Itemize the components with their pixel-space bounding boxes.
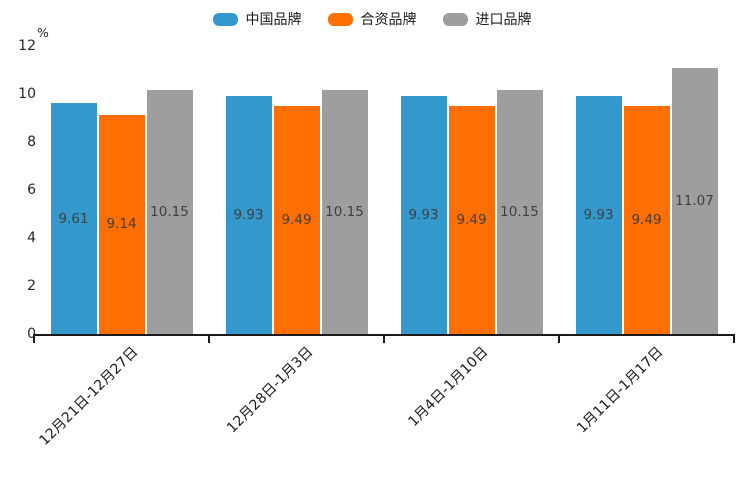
y-tick-label: 8	[27, 134, 36, 150]
legend-swatch-icon	[442, 12, 468, 26]
legend-item-series-2[interactable]: 合资品牌	[327, 9, 417, 29]
bar-value-label: 9.49	[631, 212, 662, 229]
y-tick-label: 6	[27, 182, 36, 198]
bar-进口品牌-4: 11.07	[671, 68, 718, 334]
bar-中国品牌-2: 9.93	[225, 95, 272, 334]
bar-value-label: 10.15	[325, 204, 364, 221]
x-axis-category-label: 12月21日-12月27日	[35, 344, 141, 449]
x-axis-category-label: 12月28日-1月3日	[223, 344, 316, 437]
legend-label: 进口品牌	[475, 12, 532, 28]
y-tick-label: 4	[27, 230, 36, 246]
x-axis-tick	[733, 334, 735, 343]
bar-合资品牌-2: 9.49	[273, 106, 320, 334]
bar-合资品牌-1: 9.14	[98, 114, 145, 334]
x-axis-tick	[33, 334, 35, 343]
bar-value-label: 9.93	[233, 206, 264, 223]
y-tick-label: 2	[27, 278, 36, 294]
x-axis-tick	[208, 334, 210, 343]
y-tick-label: 0	[27, 326, 36, 342]
x-axis-tick	[558, 334, 560, 343]
bar-中国品牌-3: 9.93	[400, 95, 447, 334]
bar-合资品牌-3: 9.49	[448, 106, 495, 334]
x-axis-category-label: 1月11日-1月17日	[573, 344, 666, 437]
legend-item-series-3[interactable]: 进口品牌	[442, 9, 532, 29]
bar-value-label: 9.49	[281, 212, 312, 229]
bar-进口品牌-1: 10.15	[146, 90, 193, 334]
bar-value-label: 9.93	[408, 206, 439, 223]
legend-swatch-icon	[327, 12, 353, 26]
bar-value-label: 11.07	[675, 193, 714, 210]
x-axis-tick	[383, 334, 385, 343]
legend-label: 中国品牌	[245, 12, 302, 28]
bar-合资品牌-4: 9.49	[623, 106, 670, 334]
legend-label: 合资品牌	[360, 12, 417, 28]
bar-value-label: 9.93	[583, 206, 614, 223]
y-tick-label: 12	[18, 38, 36, 54]
bar-value-label: 9.61	[58, 210, 89, 227]
x-axis-category-label: 1月4日-1月10日	[404, 344, 491, 430]
bar-value-label: 10.15	[500, 204, 539, 221]
y-axis-unit-label: %	[37, 25, 49, 40]
bar-value-label: 9.14	[106, 216, 137, 233]
legend-item-series-1[interactable]: 中国品牌	[212, 9, 302, 29]
bar-进口品牌-2: 10.15	[321, 90, 368, 334]
bar-中国品牌-4: 9.93	[575, 95, 622, 334]
bar-value-label: 10.15	[150, 204, 189, 221]
y-tick-label: 10	[18, 86, 36, 102]
bar-中国品牌-1: 9.61	[50, 103, 97, 334]
bar-value-label: 9.49	[456, 212, 487, 229]
bar-进口品牌-3: 10.15	[496, 90, 543, 334]
legend-swatch-icon	[212, 12, 238, 26]
legend: 中国品牌 合资品牌 进口品牌	[0, 8, 744, 30]
